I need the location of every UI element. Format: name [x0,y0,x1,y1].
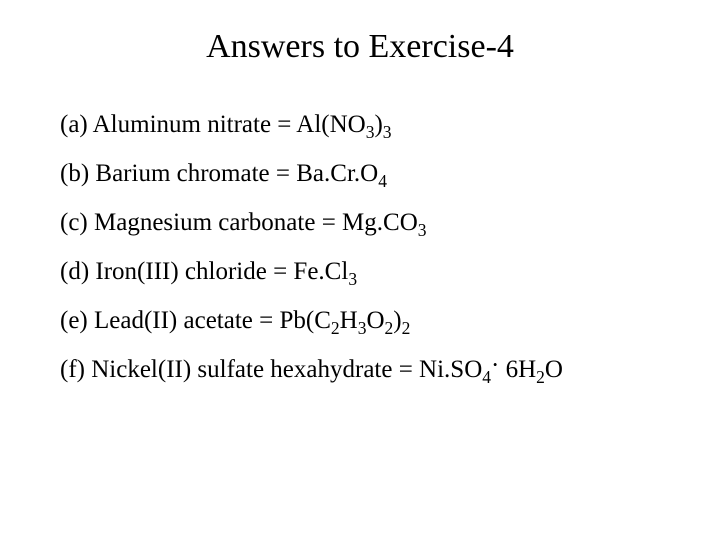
answer-b-text: (b) Barium chromate = Ba.Cr.O [60,160,378,187]
answer-a: (a) Aluminum nitrate = Al(NO3)3 [60,112,660,137]
slide: Answers to Exercise-4 (a) Aluminum nitra… [0,0,720,540]
answer-d-text: (d) Iron(III) chloride = Fe.Cl [60,258,348,285]
answer-b-sub1: 4 [378,171,387,191]
answer-f-mid1b: 6H [499,356,536,383]
answer-a-text: (a) Aluminum nitrate = Al(NO [60,111,366,138]
answer-a-sub2: 3 [383,122,392,142]
answers-list: (a) Aluminum nitrate = Al(NO3)3 (b) Bari… [60,112,660,382]
answer-f: (f) Nickel(II) sulfate hexahydrate = Ni.… [60,357,660,382]
answer-e-sub4: 2 [402,318,411,338]
slide-title: Answers to Exercise-4 [60,28,660,66]
answer-f-sub2: 2 [536,367,545,387]
answer-e-text: (e) Lead(II) acetate = Pb(C [60,307,331,334]
answer-f-mid2: O [545,356,563,383]
answer-e: (e) Lead(II) acetate = Pb(C2H3O2)2 [60,308,660,333]
answer-b: (b) Barium chromate = Ba.Cr.O4 [60,161,660,186]
answer-f-text: (f) Nickel(II) sulfate hexahydrate = Ni.… [60,356,482,383]
answer-d: (d) Iron(III) chloride = Fe.Cl3 [60,259,660,284]
answer-d-sub1: 3 [348,269,357,289]
answer-e-mid3: ) [393,307,401,334]
answer-a-mid1: ) [374,111,382,138]
answer-e-sub3: 2 [385,318,394,338]
answer-c-text: (c) Magnesium carbonate = Mg.CO [60,209,418,236]
answer-e-mid1: H [340,307,358,334]
answer-e-mid2: O [366,307,384,334]
answer-c-sub1: 3 [418,220,427,240]
answer-f-dot: · [491,352,499,379]
answer-c: (c) Magnesium carbonate = Mg.CO3 [60,210,660,235]
answer-f-sub1: 4 [482,367,491,387]
answer-e-sub1: 2 [331,318,340,338]
